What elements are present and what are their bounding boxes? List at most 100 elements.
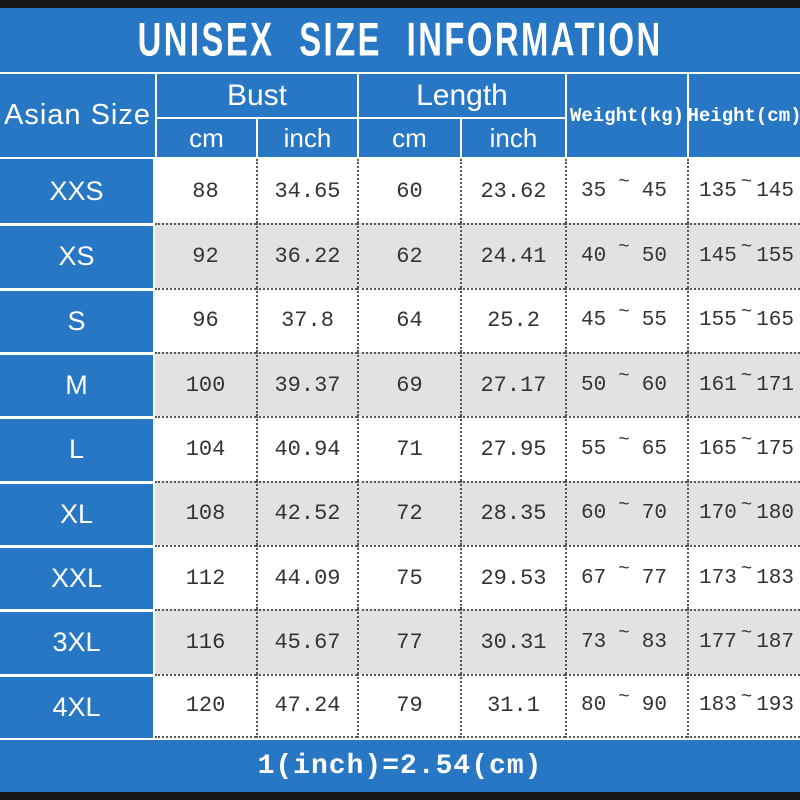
table-row-xs: XS 92 36.22 62 24.41 40 ~50 145 ~155 <box>0 223 800 288</box>
length-inch-cell: 23.62 <box>460 159 565 224</box>
weight-min: 80 <box>581 694 607 718</box>
height-min: 183 <box>699 694 737 718</box>
bust-inch-cell: 37.8 <box>256 287 357 352</box>
bust-cm-cell: 96 <box>155 287 256 352</box>
size-cell: M <box>0 351 155 417</box>
weight-min: 67 <box>581 566 607 590</box>
tilde-glyph: ~ <box>618 300 630 323</box>
header-asian-size: Asian Size <box>0 74 155 157</box>
height-max: 193 <box>756 694 794 718</box>
length-cm-cell: 64 <box>357 287 460 352</box>
height-min: 170 <box>699 502 737 526</box>
height-range-cell: 161 ~171 <box>687 351 800 417</box>
weight-max: 60 <box>641 373 667 397</box>
tilde-glyph: ~ <box>740 493 753 516</box>
height-range-cell: 177 ~187 <box>687 609 800 674</box>
length-inch-cell: 29.53 <box>460 544 565 610</box>
tilde-glyph: ~ <box>740 429 753 452</box>
height-range-cell: 155 ~165 <box>687 287 800 352</box>
size-cell: XL <box>0 480 155 545</box>
header-bust-cm: cm <box>155 119 256 157</box>
length-cm-cell: 69 <box>357 351 460 417</box>
weight-range-cell: 60 ~70 <box>565 480 687 545</box>
bust-inch-cell: 40.94 <box>256 416 357 481</box>
bottom-edge-bar <box>0 792 800 800</box>
height-min: 145 <box>699 244 737 268</box>
bust-inch-cell: 36.22 <box>256 223 357 288</box>
size-cell: XXL <box>0 544 155 610</box>
header-length-cm: cm <box>357 119 460 157</box>
tilde-glyph: ~ <box>740 558 753 581</box>
header-bust-inch: inch <box>256 119 357 157</box>
tilde-glyph: ~ <box>740 622 753 645</box>
bust-inch-cell: 42.52 <box>256 480 357 545</box>
height-max: 145 <box>756 179 794 203</box>
length-inch-cell: 27.95 <box>460 416 565 481</box>
weight-max: 83 <box>641 630 667 654</box>
height-range-cell: 170 ~180 <box>687 480 800 545</box>
page-title: UNISEX SIZE INFORMATION <box>137 13 663 66</box>
weight-range-cell: 40 ~50 <box>565 223 687 288</box>
weight-range-cell: 73 ~83 <box>565 609 687 674</box>
bust-cm-cell: 104 <box>155 416 256 481</box>
conversion-note: 1(inch)=2.54(cm) <box>257 750 543 782</box>
height-max: 187 <box>756 630 794 654</box>
weight-min: 35 <box>581 179 607 203</box>
length-cm-cell: 75 <box>357 544 460 610</box>
length-cm-cell: 72 <box>357 480 460 545</box>
size-cell: S <box>0 287 155 352</box>
height-range-cell: 173 ~183 <box>687 544 800 610</box>
tilde-glyph: ~ <box>618 171 630 194</box>
table-row-xl: XL 108 42.52 72 28.35 60 ~70 170 ~180 <box>0 480 800 545</box>
header-length: Length <box>357 74 565 117</box>
table-row-s: S 96 37.8 64 25.2 45 ~55 155 ~165 <box>0 287 800 352</box>
table-row-l: L 104 40.94 71 27.95 55 ~65 165 ~175 <box>0 416 800 481</box>
weight-max: 65 <box>641 437 667 461</box>
weight-max: 55 <box>641 309 667 333</box>
height-max: 183 <box>756 566 794 590</box>
conversion-note-bar: 1(inch)=2.54(cm) <box>0 740 800 792</box>
weight-max: 77 <box>641 566 667 590</box>
table-row-4xl: 4XL 120 47.24 79 31.1 80 ~90 183 ~193 <box>0 673 800 738</box>
top-edge-bar <box>0 0 800 8</box>
tilde-glyph: ~ <box>740 171 753 194</box>
bust-cm-cell: 92 <box>155 223 256 288</box>
bust-inch-cell: 34.65 <box>256 159 357 224</box>
tilde-glyph: ~ <box>618 493 630 516</box>
weight-range-cell: 50 ~60 <box>565 351 687 417</box>
weight-max: 50 <box>641 244 667 268</box>
size-cell: 3XL <box>0 609 155 674</box>
weight-range-cell: 80 ~90 <box>565 673 687 738</box>
height-min: 135 <box>699 179 737 203</box>
weight-max: 70 <box>641 502 667 526</box>
size-cell: 4XL <box>0 673 155 738</box>
height-min: 177 <box>699 630 737 654</box>
length-inch-cell: 30.31 <box>460 609 565 674</box>
length-cm-cell: 77 <box>357 609 460 674</box>
bust-inch-cell: 44.09 <box>256 544 357 610</box>
length-cm-cell: 60 <box>357 159 460 224</box>
tilde-glyph: ~ <box>740 236 753 259</box>
height-max: 165 <box>756 309 794 333</box>
tilde-glyph: ~ <box>618 236 630 259</box>
weight-min: 73 <box>581 630 607 654</box>
bust-inch-cell: 47.24 <box>256 673 357 738</box>
header-weight: Weight(kg) <box>565 74 687 157</box>
weight-range-cell: 55 ~65 <box>565 416 687 481</box>
tilde-glyph: ~ <box>618 558 630 581</box>
height-range-cell: 135 ~145 <box>687 159 800 224</box>
size-cell: L <box>0 416 155 481</box>
height-min: 173 <box>699 566 737 590</box>
height-max: 171 <box>756 373 794 397</box>
length-inch-cell: 28.35 <box>460 480 565 545</box>
header-bust: Bust <box>155 74 357 117</box>
tilde-glyph: ~ <box>740 685 753 708</box>
bust-cm-cell: 116 <box>155 609 256 674</box>
table-row-m: M 100 39.37 69 27.17 50 ~60 161 ~171 <box>0 351 800 417</box>
bust-cm-cell: 100 <box>155 351 256 417</box>
header-height: Height(cm) <box>687 74 800 157</box>
table-header: Asian Size Bust Length Weight(kg) Height… <box>0 74 800 157</box>
table-body: XXS 88 34.65 60 23.62 35 ~45 135 ~145 XS 9… <box>0 159 800 738</box>
bust-inch-cell: 45.67 <box>256 609 357 674</box>
